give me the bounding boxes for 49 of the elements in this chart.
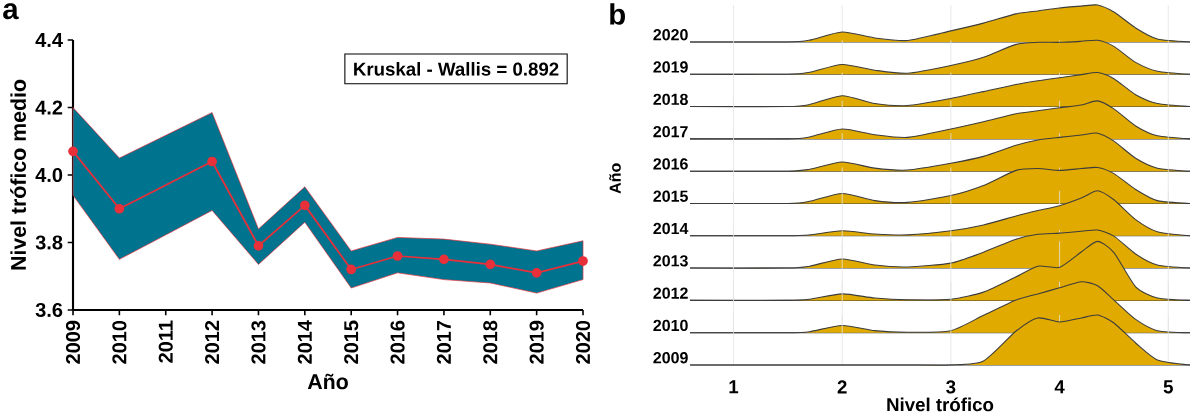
y-tick-label: 3.8	[35, 235, 63, 250]
point	[346, 264, 357, 275]
y-tick-label: 3.6	[35, 302, 63, 318]
x-tick-label: 2016	[390, 320, 405, 364]
point	[439, 254, 449, 265]
point	[578, 256, 588, 266]
x-tick-label: 2	[837, 380, 847, 394]
x-axis-title: Nivel trófico	[887, 397, 994, 412]
series-label: 2016	[653, 158, 688, 170]
chart-title: b	[610, 3, 625, 25]
x-tick-label: 5	[1163, 380, 1173, 394]
x-tick-label: 2018	[483, 320, 498, 364]
x-tick-label: 2011	[158, 320, 173, 363]
y-tick-label: 4.0	[35, 167, 63, 183]
x-tick-label: 2017	[436, 320, 451, 364]
chart-title: a	[3, 3, 19, 20]
point	[299, 200, 310, 211]
series-label: 2013	[653, 255, 688, 267]
x-axis-title: Año	[307, 373, 348, 390]
x-tick-label: 2010	[112, 320, 127, 364]
x-tick-label: 2014	[297, 320, 312, 364]
series-label: 2020	[653, 29, 688, 41]
x-tick-label: 2012	[205, 320, 220, 364]
x-tick-label: 4	[1054, 380, 1065, 394]
annotation: Kruskal - Wallis = 0.892	[354, 62, 559, 76]
x-tick-label: 2013	[251, 320, 266, 364]
x-tick-label: 2015	[344, 320, 359, 364]
y-tick-label: 4.2	[35, 100, 63, 115]
series-label: 2017	[653, 125, 688, 138]
point	[531, 268, 542, 278]
point	[485, 259, 496, 270]
x-tick-label: 2020	[575, 320, 591, 364]
point	[253, 241, 264, 251]
series-label: 2012	[653, 287, 688, 299]
x-tick-label: 2009	[65, 320, 81, 364]
point	[114, 203, 125, 214]
series-label: 2014	[653, 222, 689, 235]
y-tick-label: 4.4	[35, 33, 63, 47]
point	[68, 146, 78, 157]
series-label: 2018	[653, 93, 688, 105]
x-tick-label: 1	[729, 380, 739, 394]
point	[207, 156, 217, 167]
x-tick-label: 2019	[529, 320, 544, 364]
y-axis-title: Nivel trófico medio	[10, 79, 27, 270]
point	[392, 251, 403, 261]
series-label: 2015	[653, 190, 688, 202]
x-tick-label: 3	[946, 380, 956, 394]
y-axis-title: Año	[609, 163, 621, 194]
series-label: 2019	[653, 61, 688, 73]
